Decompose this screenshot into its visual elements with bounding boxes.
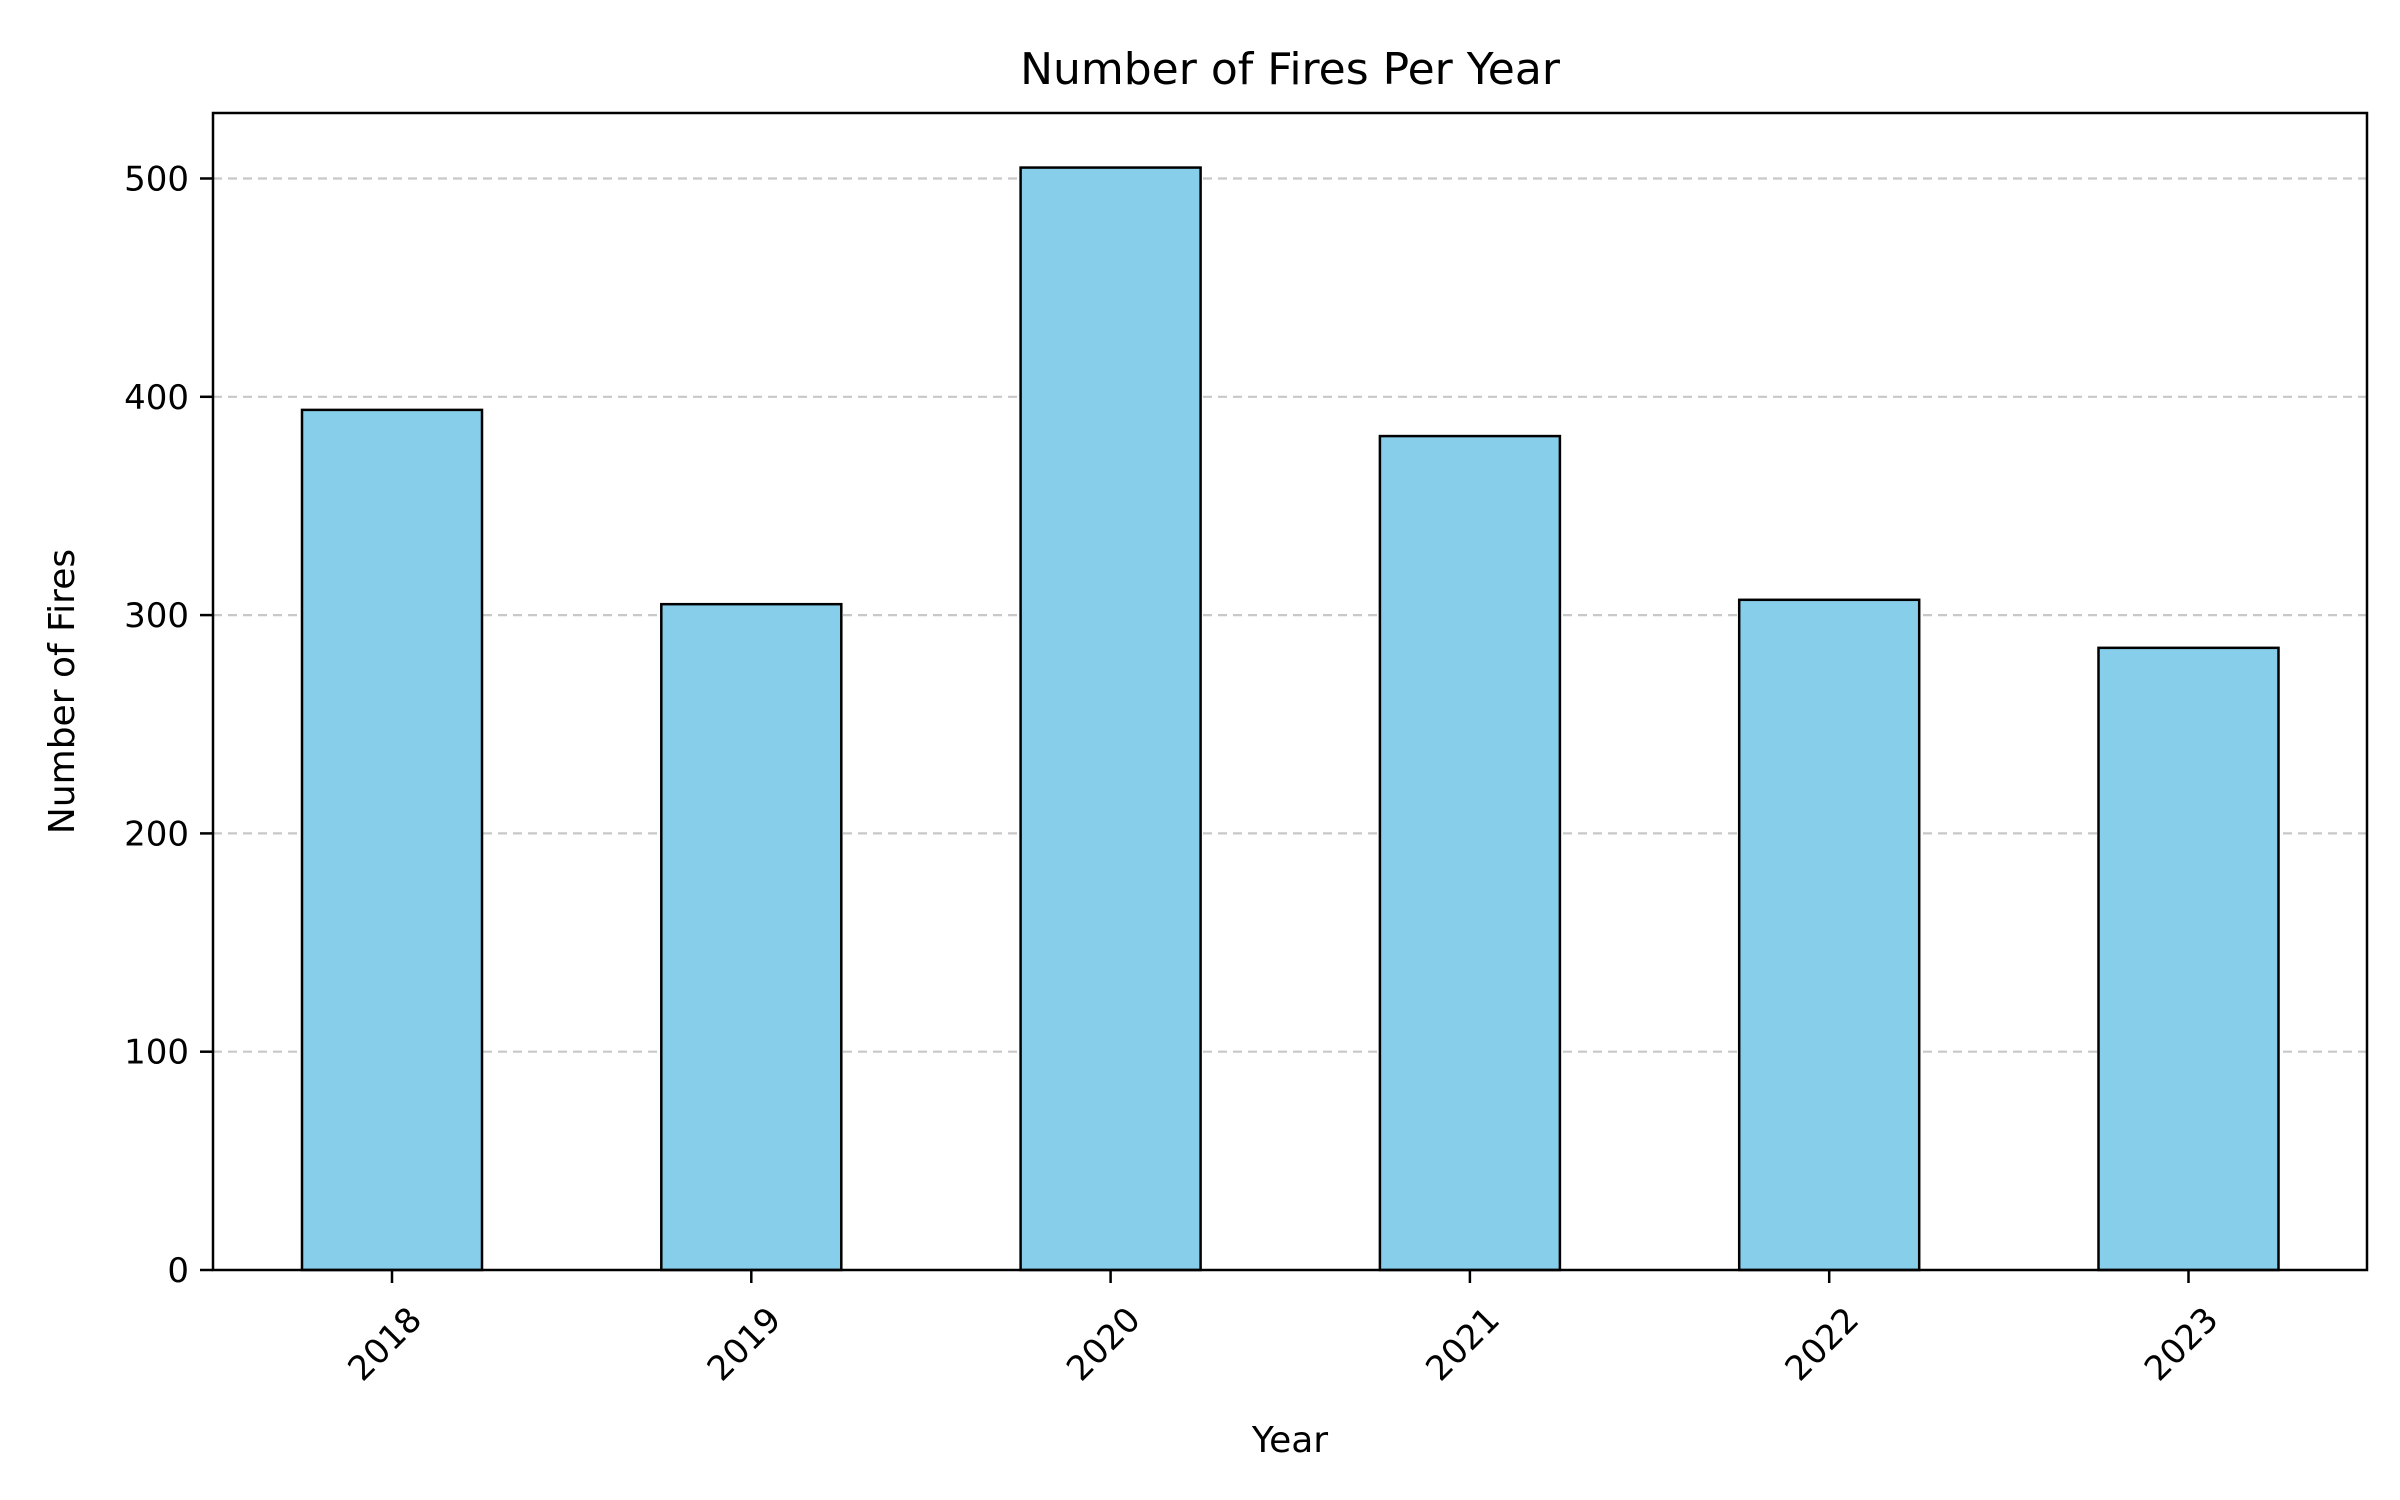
x-tick-label: 2018 bbox=[340, 1300, 429, 1389]
gridlines bbox=[213, 177, 2367, 1053]
bar-2023 bbox=[2097, 646, 2280, 1272]
y-axis-ticks: 0 100 200 300 400 500 bbox=[124, 159, 213, 1291]
x-tick-label: 2020 bbox=[1059, 1300, 1148, 1389]
bar-2022 bbox=[1737, 598, 1921, 1272]
y-tick-label: 300 bbox=[124, 596, 189, 636]
chart-title: Number of Fires Per Year bbox=[1020, 44, 1561, 95]
y-tick-label: 500 bbox=[124, 159, 189, 199]
x-axis-label: Year bbox=[1251, 1420, 1328, 1461]
y-tick-label: 0 bbox=[167, 1251, 189, 1291]
x-tick-label: 2019 bbox=[700, 1300, 789, 1389]
y-axis-label: Number of Fires bbox=[42, 549, 83, 834]
x-tick-label: 2023 bbox=[2137, 1300, 2226, 1389]
y-tick-label: 400 bbox=[124, 378, 189, 418]
bar-2021 bbox=[1378, 434, 1562, 1272]
bars bbox=[300, 166, 2280, 1272]
x-tick-label: 2021 bbox=[1418, 1300, 1507, 1389]
bar-2019 bbox=[660, 602, 843, 1272]
x-tick-label: 2022 bbox=[1778, 1300, 1867, 1389]
bar-2018 bbox=[300, 408, 484, 1272]
y-tick-label: 100 bbox=[124, 1033, 189, 1073]
plot-frame bbox=[211, 111, 2369, 1272]
x-axis-ticks: 2018 2019 2020 2021 2022 2023 bbox=[340, 1270, 2226, 1389]
bar-2020 bbox=[1019, 166, 1202, 1272]
y-tick-label: 200 bbox=[124, 814, 189, 854]
